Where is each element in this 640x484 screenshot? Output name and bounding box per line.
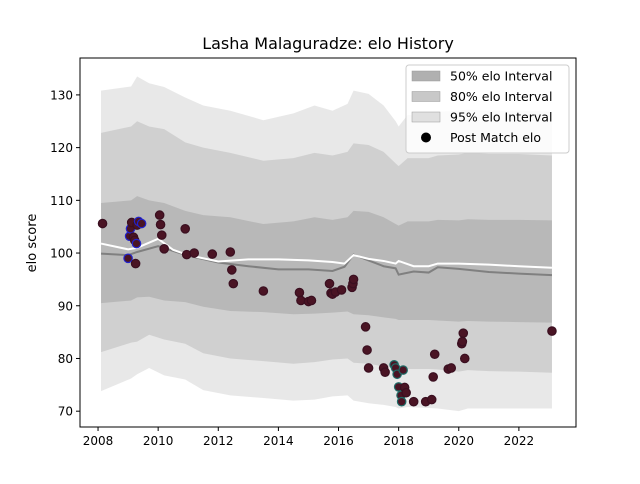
match-point-53 bbox=[428, 372, 439, 382]
y-tick-label-100: 100 bbox=[50, 247, 73, 261]
axes-frame bbox=[79, 57, 577, 428]
legend-label-2: 95% elo Interval bbox=[450, 110, 552, 125]
y-tick-label-130: 130 bbox=[50, 88, 73, 102]
x-tick-label-2020: 2020 bbox=[443, 434, 474, 448]
match-point-60 bbox=[459, 353, 470, 364]
match-point-58 bbox=[457, 336, 468, 347]
x-tick-label-2008: 2008 bbox=[83, 434, 114, 448]
match-point-24 bbox=[294, 287, 305, 298]
match-point-1 bbox=[123, 253, 133, 264]
legend-label-1: 80% elo Interval bbox=[450, 89, 552, 104]
match-point-19 bbox=[207, 249, 218, 259]
plot-content bbox=[97, 76, 557, 412]
match-point-59 bbox=[458, 328, 469, 338]
y-tick-label-110: 110 bbox=[50, 194, 73, 208]
y-tick-label-80: 80 bbox=[58, 352, 73, 366]
match-point-35 bbox=[348, 274, 359, 285]
match-point-23 bbox=[258, 286, 269, 296]
legend-label-0: 50% elo Interval bbox=[450, 69, 552, 84]
match-point-0 bbox=[97, 218, 108, 229]
match-point-38 bbox=[363, 363, 374, 373]
chart-title: Lasha Malaguradze: elo History bbox=[202, 34, 454, 53]
match-point-15 bbox=[159, 244, 169, 254]
match-point-22 bbox=[228, 278, 239, 289]
legend-swatch-2 bbox=[411, 111, 441, 123]
x-tick-label-2010: 2010 bbox=[143, 434, 174, 448]
match-point-21 bbox=[227, 265, 237, 275]
x-tick-label-2022: 2022 bbox=[504, 434, 535, 448]
match-point-14 bbox=[156, 230, 167, 240]
match-point-20 bbox=[225, 247, 236, 257]
legend-label-3: Post Match elo bbox=[450, 130, 541, 145]
y-tick-label-70: 70 bbox=[58, 405, 73, 419]
legend-swatch-0 bbox=[411, 70, 441, 82]
match-point-54 bbox=[429, 349, 440, 360]
match-point-12 bbox=[154, 210, 165, 220]
y-tick-label-120: 120 bbox=[50, 141, 73, 155]
x-tick-label-2012: 2012 bbox=[203, 434, 234, 448]
match-point-56 bbox=[446, 363, 457, 373]
match-point-61 bbox=[547, 326, 557, 336]
match-point-52 bbox=[426, 394, 437, 405]
match-point-16 bbox=[180, 223, 191, 234]
match-point-11 bbox=[136, 218, 147, 229]
legend-box bbox=[405, 64, 570, 154]
match-point-18 bbox=[189, 248, 200, 258]
match-point-46 bbox=[396, 396, 407, 407]
match-point-37 bbox=[362, 345, 372, 355]
y-axis-label: elo score bbox=[25, 214, 40, 273]
legend-swatch-1 bbox=[411, 91, 441, 102]
legend: 50% elo Interval 80% elo Interval 95% elo … bbox=[405, 64, 570, 154]
match-point-32 bbox=[336, 285, 347, 295]
match-point-7 bbox=[130, 258, 141, 269]
match-point-47 bbox=[398, 365, 408, 375]
y-tick-label-90: 90 bbox=[58, 299, 73, 313]
match-point-13 bbox=[155, 219, 166, 230]
match-point-36 bbox=[360, 322, 371, 332]
match-point-27 bbox=[306, 295, 317, 306]
match-point-40 bbox=[380, 367, 390, 377]
x-tick-label-2018: 2018 bbox=[383, 434, 414, 448]
x-tick-label-2016: 2016 bbox=[323, 434, 354, 448]
legend-marker-3 bbox=[421, 132, 431, 143]
match-point-8 bbox=[131, 238, 142, 249]
band-50 bbox=[101, 196, 552, 323]
match-point-49 bbox=[401, 387, 411, 398]
plot-area bbox=[97, 76, 557, 412]
match-point-50 bbox=[408, 396, 419, 407]
match-point-28 bbox=[324, 278, 335, 289]
x-tick-label-2014: 2014 bbox=[263, 434, 294, 448]
axes: 2008 2010 2012 2014 2016 2018 2020 2022 70 80 90 10… bbox=[50, 57, 577, 448]
post-match-elo-line-0 bbox=[100, 237, 552, 269]
